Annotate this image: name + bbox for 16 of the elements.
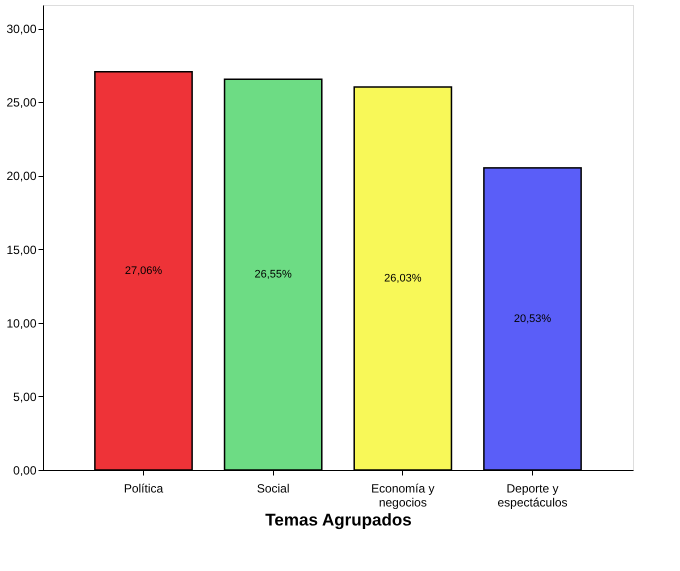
x-tick-label: Economía y negocios [371, 482, 435, 510]
data-label: 26,03% [384, 272, 422, 284]
data-label: 20,53% [514, 312, 552, 325]
y-tick-label: 25,00 [6, 96, 37, 110]
x-tick-label: Política [124, 482, 164, 496]
y-tick-label: 20,00 [6, 169, 37, 184]
x-axis-title: Temas Agrupados [265, 510, 412, 530]
y-tick-label: 30,00 [6, 22, 37, 36]
y-tick-label: 5,00 [13, 390, 37, 404]
data-label: 26,55% [254, 268, 292, 281]
y-tick-label: 0,00 [13, 464, 37, 478]
y-tick-label: 10,00 [6, 316, 37, 330]
data-label: 27,06% [124, 264, 162, 277]
y-tick-label: 15,00 [6, 242, 37, 257]
x-tick-label: Social [256, 482, 290, 496]
x-tick-label: Deporte y espectáculos [497, 482, 568, 510]
